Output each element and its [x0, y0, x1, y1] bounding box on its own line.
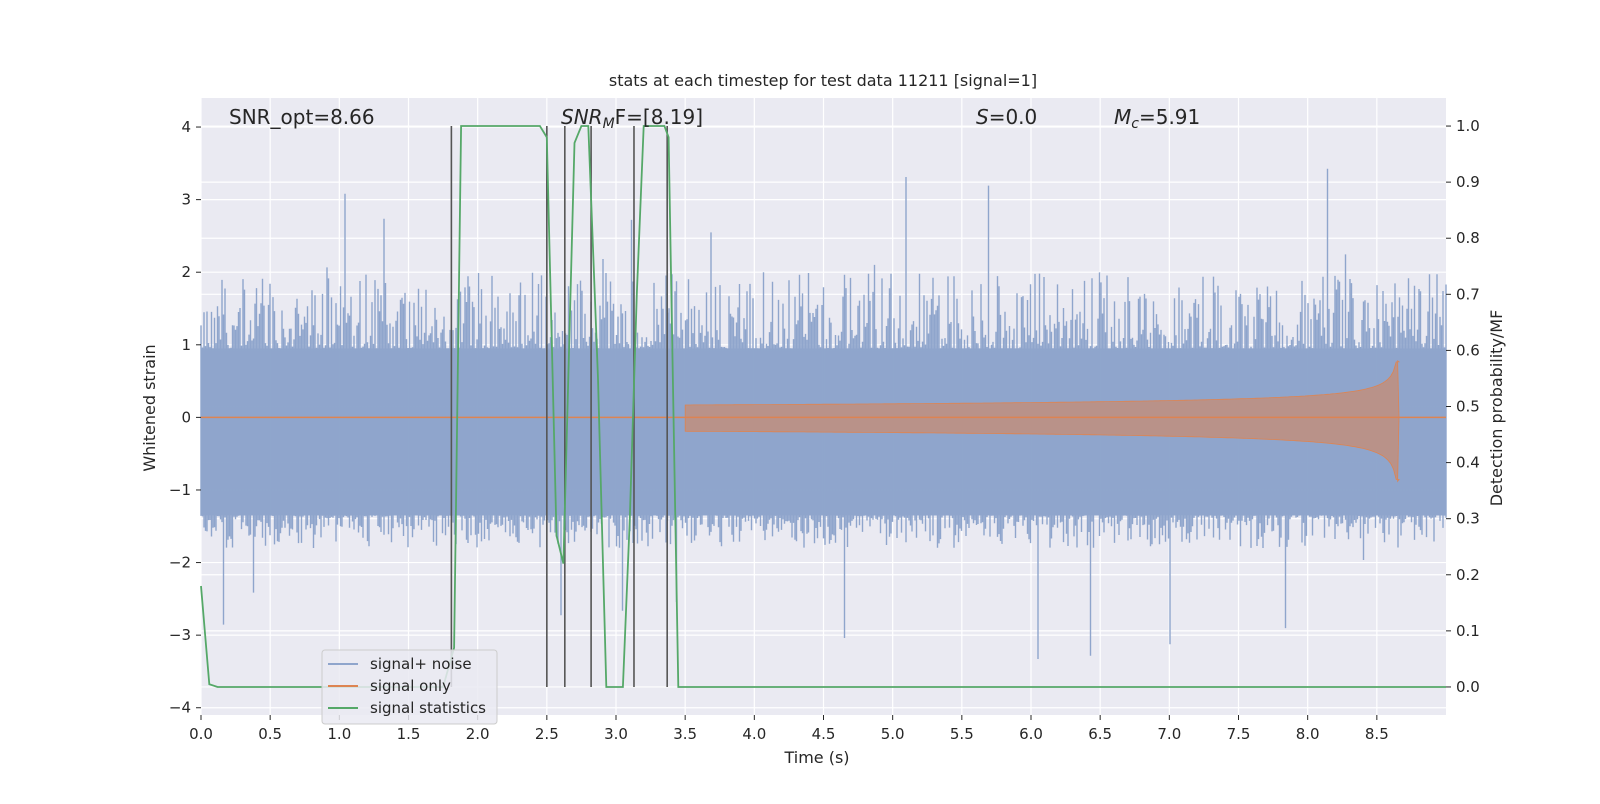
s-symbol: S: [976, 105, 989, 129]
y-left-tick-label: 3: [181, 191, 191, 209]
legend-label-statistics: signal statistics: [370, 699, 486, 717]
x-tick-label: 1.5: [397, 725, 421, 743]
x-tick-label: 2.0: [466, 725, 490, 743]
y-right-tick-label: 0.3: [1456, 510, 1480, 528]
y-left-tick-label: −3: [169, 626, 191, 644]
x-tick-label: 7.5: [1227, 725, 1251, 743]
y-left-tick-label: −1: [169, 481, 191, 499]
y-axis-right-label: Detection probability/MF: [1487, 310, 1506, 507]
y-right-tick-label: 0.6: [1456, 341, 1480, 359]
s-value: =0.0: [989, 105, 1038, 129]
mc-annotation: Mc=5.91: [1114, 105, 1200, 132]
snr-mf-base: SNR: [561, 105, 603, 129]
x-tick-label: 3.0: [604, 725, 628, 743]
signal-chirp-envelope: [684, 359, 1401, 483]
y-left-tick-label: −4: [169, 699, 191, 717]
x-tick-label: 8.5: [1365, 725, 1389, 743]
legend: signal+ noise signal only signal statist…: [321, 649, 498, 725]
mc-symbol: M: [1114, 105, 1131, 129]
legend-label-signal: signal only: [370, 677, 451, 695]
legend-box: [321, 649, 498, 725]
x-tick-label: 6.5: [1088, 725, 1112, 743]
snr-mf-value: F=[8.19]: [615, 105, 703, 129]
mc-value: =5.91: [1139, 105, 1200, 129]
y-right-tick-label: 0.8: [1456, 229, 1480, 247]
y-left-tick-label: 1: [181, 336, 191, 354]
snr-mf-subscript: M: [603, 116, 615, 132]
y-left-tick-label: −2: [169, 554, 191, 572]
x-tick-label: 8.0: [1296, 725, 1320, 743]
y-axis-right-ticks: 1.0 0.9 0.8 0.7 0.6 0.5 0.4 0.3 0.2 0.1 0.0: [1446, 117, 1480, 696]
x-tick-label: 5.5: [950, 725, 974, 743]
x-tick-label: 3.5: [673, 725, 697, 743]
y-axis-left-label: Whitened strain: [140, 344, 159, 471]
snr-opt-annotation: SNR_opt=8.66: [229, 105, 375, 129]
y-right-tick-label: 0.2: [1456, 566, 1480, 584]
y-left-tick-label: 0: [181, 408, 191, 426]
y-axis-left-ticks: 4 3 2 1 0 −1 −2 −3 −4: [169, 118, 201, 717]
x-axis-ticks: 0.0 0.5 1.0 1.5 2.0 2.5 3.0 3.5 4.0 4.5 5.0 5.5 6.0 6…: [189, 715, 1389, 743]
chart-title: stats at each timestep for test data 112…: [609, 71, 1037, 90]
x-tick-label: 4.0: [742, 725, 766, 743]
y-right-tick-label: 0.9: [1456, 173, 1480, 191]
y-left-tick-label: 4: [181, 118, 191, 136]
x-tick-label: 0.0: [189, 725, 213, 743]
y-right-tick-label: 0.4: [1456, 454, 1480, 472]
x-tick-label: 5.0: [881, 725, 905, 743]
x-tick-label: 6.0: [1019, 725, 1043, 743]
y-right-tick-label: 0.7: [1456, 285, 1480, 303]
signal-only-series: [201, 359, 1446, 483]
legend-label-noise: signal+ noise: [370, 655, 472, 673]
x-tick-label: 0.5: [258, 725, 282, 743]
x-tick-label: 2.5: [535, 725, 559, 743]
snr-mf-annotation: SNRMF=[8.19]: [561, 105, 703, 132]
x-tick-label: 7.0: [1157, 725, 1181, 743]
x-tick-label: 4.5: [812, 725, 836, 743]
mc-subscript: c: [1131, 116, 1139, 132]
y-right-tick-label: 1.0: [1456, 117, 1480, 135]
x-axis-label: Time (s): [783, 748, 849, 767]
y-right-tick-label: 0.0: [1456, 678, 1480, 696]
x-tick-label: 1.0: [327, 725, 351, 743]
y-right-tick-label: 0.5: [1456, 398, 1480, 416]
y-right-tick-label: 0.1: [1456, 622, 1480, 640]
s-annotation: S=0.0: [976, 105, 1037, 129]
y-left-tick-label: 2: [181, 263, 191, 281]
